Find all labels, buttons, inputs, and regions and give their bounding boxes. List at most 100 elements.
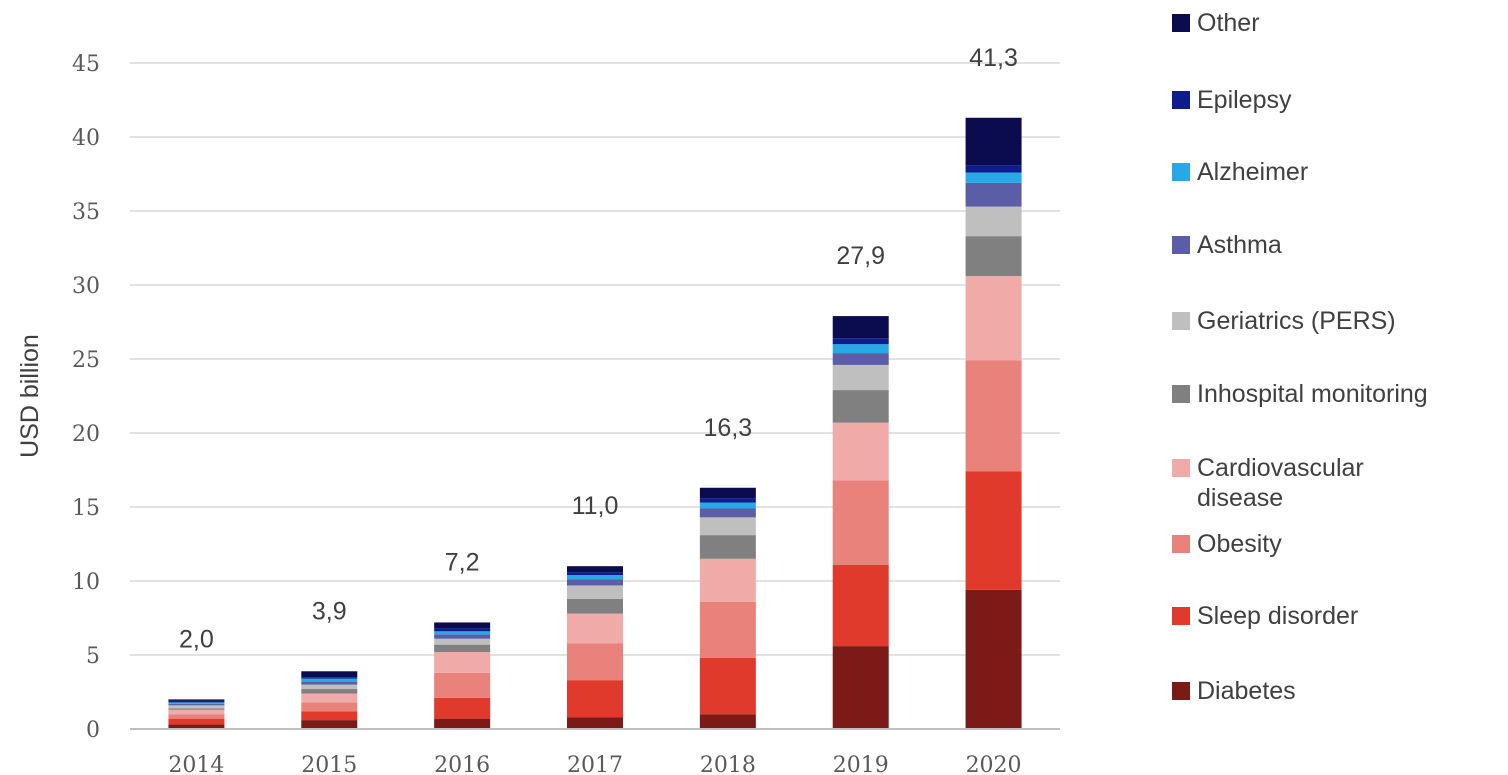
bar-segment: [434, 652, 491, 673]
bar-segment: [168, 699, 225, 701]
legend-swatch: [1172, 312, 1190, 330]
bar-segment: [434, 638, 491, 645]
bars: [168, 117, 1022, 729]
gridlines: [130, 62, 1060, 656]
x-axis-ticks: 2014 2015 2016 2017 2018 2019 2020: [168, 753, 1021, 775]
bar-segment: [301, 702, 358, 712]
bar-segment: [168, 702, 225, 704]
bar-segment: [168, 724, 225, 729]
bar-segment: [567, 717, 623, 729]
y-tick-label: 25: [72, 348, 100, 373]
bar-segment: [699, 498, 756, 503]
bar-segment: [434, 718, 491, 729]
bar-segment: [965, 589, 1022, 729]
x-tick-label: 2014: [168, 753, 224, 775]
bar-segment: [699, 508, 756, 518]
bar-segment: [301, 684, 358, 690]
y-tick-label: 0: [86, 718, 100, 743]
bar-segment: [699, 535, 756, 559]
bar-segment: [301, 693, 358, 703]
total-labels: 2,0 3,9 7,2 11,0 16,3 27,9 41,3: [179, 44, 1018, 654]
bar-segment: [699, 657, 756, 715]
bar-segment: [434, 634, 491, 639]
x-tick-label: 2018: [700, 753, 756, 775]
bar-segment: [434, 622, 491, 629]
bar-segment: [567, 613, 623, 644]
bar-segment: [832, 316, 889, 339]
legend-label: Other: [1197, 9, 1260, 37]
bar-segment: [434, 628, 491, 632]
bar-segment: [434, 631, 491, 635]
bar-segment: [965, 165, 1022, 173]
bar-segment: [832, 364, 889, 391]
total-label: 41,3: [969, 44, 1018, 72]
bar-segment: [965, 360, 1022, 472]
y-tick-label: 10: [72, 570, 100, 595]
bar-segment: [965, 182, 1022, 207]
bar-segment: [567, 575, 623, 580]
y-tick-label: 30: [72, 274, 100, 299]
bar-segment: [168, 718, 225, 725]
bar-segment: [699, 517, 756, 536]
legend-swatch: [1172, 682, 1190, 700]
bar-segment: [965, 117, 1022, 166]
bar-segment: [965, 172, 1022, 183]
bar-segment: [699, 487, 756, 499]
bar-segment: [832, 646, 889, 729]
bar-segment: [965, 471, 1022, 590]
legend-label: Epilepsy: [1197, 86, 1292, 114]
bar-segment: [301, 677, 358, 679]
legend-label: Alzheimer: [1197, 158, 1308, 186]
bar-segment: [168, 705, 225, 709]
legend-label: Sleep disorder: [1197, 602, 1358, 630]
y-tick-label: 5: [86, 644, 100, 669]
bar-segment: [168, 714, 225, 719]
bar-segment: [965, 276, 1022, 361]
legend-label: Diabetes: [1197, 677, 1296, 705]
bar-segment: [168, 700, 225, 703]
bar-segment: [434, 672, 491, 698]
bar-segment: [301, 689, 358, 694]
legend-swatch: [1172, 607, 1190, 625]
bar-segment: [567, 566, 623, 573]
legend-label: Inhospital monitoring: [1197, 380, 1428, 408]
legend-label: Asthma: [1197, 231, 1282, 259]
bar-segment: [567, 643, 623, 681]
total-label: 16,3: [704, 414, 753, 442]
legend-label: Geriatrics (PERS): [1197, 307, 1396, 335]
x-tick-label: 2019: [833, 753, 889, 775]
legend-swatch: [1172, 236, 1190, 254]
total-label: 3,9: [312, 597, 347, 625]
legend-swatch: [1172, 459, 1190, 477]
x-tick-label: 2016: [434, 753, 490, 775]
bar-segment: [832, 338, 889, 345]
bar-segment: [699, 502, 756, 509]
bar-segment: [699, 714, 756, 729]
bar-segment: [301, 678, 358, 682]
bar-segment: [301, 720, 358, 729]
bar-segment: [965, 206, 1022, 237]
legend-swatch: [1172, 163, 1190, 181]
bar-segment: [434, 697, 491, 719]
y-axis-label: USD billion: [16, 334, 44, 458]
x-tick-label: 2015: [301, 753, 357, 775]
total-label: 11,0: [572, 492, 619, 520]
bar-segment: [699, 558, 756, 602]
x-tick-label: 2017: [567, 753, 623, 775]
bar-segment: [567, 680, 623, 718]
bar-segment: [168, 708, 225, 710]
bar-segment: [832, 564, 889, 647]
x-tick-label: 2020: [966, 753, 1022, 775]
y-tick-label: 35: [72, 200, 100, 225]
total-label: 27,9: [836, 242, 885, 270]
y-axis-ticks: 0 5 10 15 20 25 30 35 40 45: [72, 52, 100, 743]
bar-segment: [567, 598, 623, 614]
bar-segment: [301, 711, 358, 721]
total-label: 2,0: [179, 625, 214, 653]
bar-segment: [301, 681, 358, 685]
bar-segment: [832, 353, 889, 365]
bar-segment: [168, 703, 225, 706]
y-tick-label: 20: [72, 422, 100, 447]
legend-swatch: [1172, 385, 1190, 403]
